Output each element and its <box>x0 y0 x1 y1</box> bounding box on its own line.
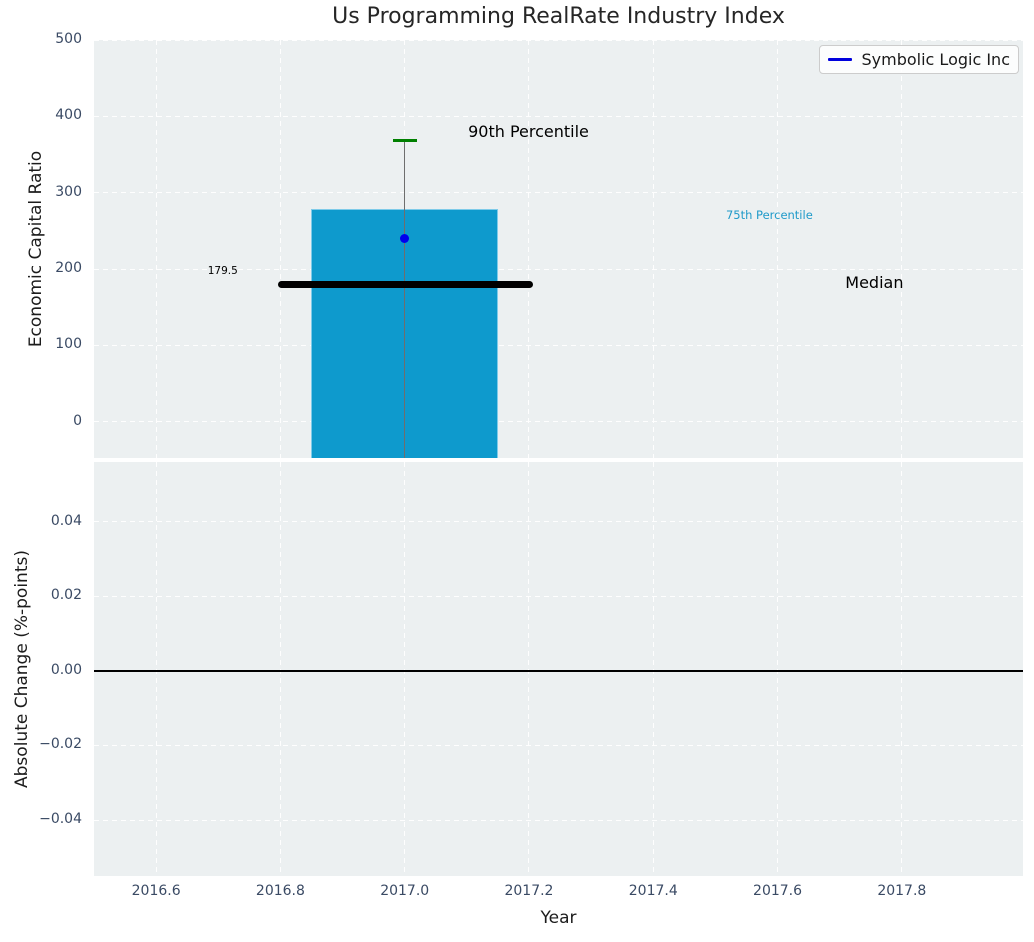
y-tick-label: 500 <box>55 31 82 47</box>
zero-baseline <box>94 669 1023 672</box>
grid-line-horizontal <box>94 421 1023 423</box>
y-tick-label: 400 <box>55 107 82 124</box>
grid-line-horizontal <box>94 819 1023 821</box>
grid-line-vertical <box>901 462 903 876</box>
x-tick-label: 2017.6 <box>753 883 803 899</box>
grid-line-vertical <box>404 462 406 876</box>
grid-line-horizontal <box>94 744 1023 746</box>
company-point <box>400 234 410 243</box>
y-tick-label: 0.04 <box>50 512 82 529</box>
chart-title: Us Programming RealRate Industry Index <box>332 4 785 29</box>
ninetieth-percentile-cap <box>392 139 417 143</box>
x-tick-label: 2017.2 <box>504 883 554 899</box>
grid-line-vertical <box>528 462 530 876</box>
y-tick-label: 100 <box>55 336 82 353</box>
x-tick-label: 2017.0 <box>380 883 430 899</box>
y-tick-label: 300 <box>55 183 82 200</box>
x-tick-label: 2016.6 <box>131 883 181 899</box>
grid-line-vertical <box>777 462 779 876</box>
grid-line-vertical <box>652 40 654 458</box>
grid-line-vertical <box>279 40 281 458</box>
grid-line-horizontal <box>94 521 1023 523</box>
y-tick-label: 0 <box>73 412 82 429</box>
legend-line-sample <box>828 58 852 61</box>
grid-line-vertical <box>155 40 157 458</box>
y-axis-label-top: Economic Capital Ratio <box>26 150 46 348</box>
median-line <box>277 281 533 289</box>
x-tick-label: 2016.8 <box>255 883 305 899</box>
x-tick-label: 2017.4 <box>628 883 678 899</box>
annotation-90th-percentile: 90th Percentile <box>468 121 589 141</box>
x-tick-label: 2017.8 <box>877 883 927 899</box>
grid-line-horizontal <box>94 595 1023 597</box>
x-axis-label: Year <box>540 908 577 928</box>
grid-line-horizontal <box>94 268 1023 270</box>
grid-line-vertical <box>777 40 779 458</box>
grid-line-horizontal <box>94 40 1023 41</box>
bottom-axes <box>94 462 1023 876</box>
annotation-75th-percentile: 75th Percentile <box>725 207 813 222</box>
grid-line-horizontal <box>94 115 1023 117</box>
grid-line-horizontal <box>94 344 1023 346</box>
grid-line-vertical <box>652 462 654 876</box>
y-tick-label: −0.04 <box>39 811 82 828</box>
legend-label: Symbolic Logic Inc <box>861 50 1011 69</box>
top-axes: 90th Percentile 75th Percentile Median 179.… <box>94 40 1023 458</box>
grid-line-vertical <box>901 40 903 458</box>
annotation-median: Median <box>845 272 904 292</box>
y-tick-label: 0.02 <box>50 587 82 604</box>
grid-line-vertical <box>528 40 530 458</box>
legend: Symbolic Logic Inc <box>819 45 1019 74</box>
grid-line-vertical <box>155 462 157 876</box>
whisker-line <box>403 140 406 458</box>
grid-line-horizontal <box>94 192 1023 194</box>
y-tick-label: −0.02 <box>39 736 82 753</box>
y-tick-label: 200 <box>55 260 82 277</box>
grid-line-vertical <box>279 462 281 876</box>
annotation-179-5: 179.5 <box>207 264 238 277</box>
y-tick-label: 0.00 <box>50 661 82 678</box>
